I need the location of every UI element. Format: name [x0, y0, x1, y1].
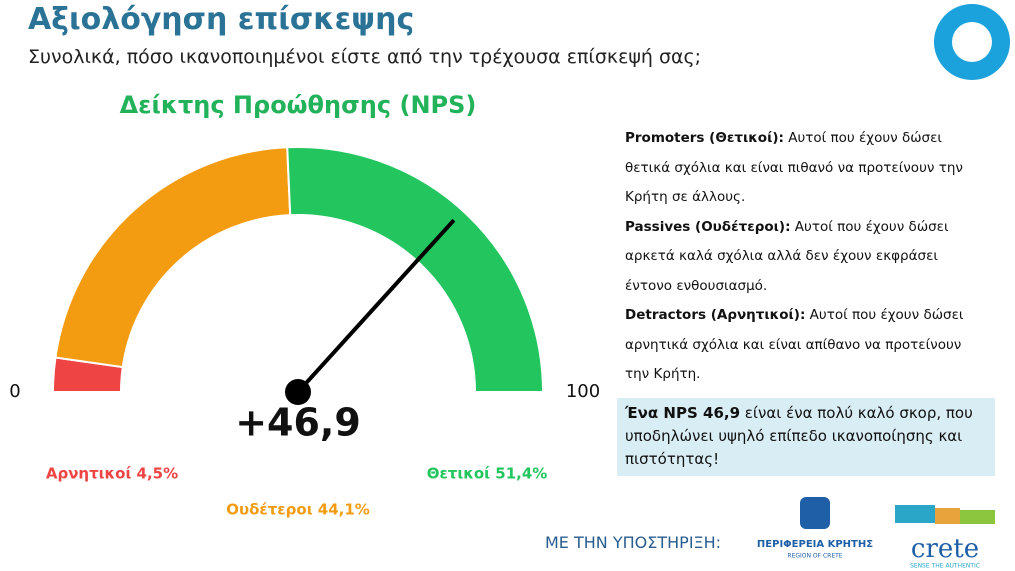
chart: Δείκτης Προώθησης (NPS) Αρνητικοί 4,5% Ου… [9, 91, 600, 519]
definition-text: Αυτοί που έχουν δώσει θετικά σχόλια και … [625, 130, 963, 205]
definition-term: Promoters (Θετικοί): [625, 130, 784, 146]
support-label: ΜΕ ΤΗΝ ΥΠΟΣΤΗΡΙΞΗ: [545, 533, 722, 552]
region-emblem [800, 497, 830, 529]
value-label: Θετικοί 51,4% [427, 465, 548, 483]
definition-text: Αυτοί που έχουν δώσει αρνητικά σχόλια κα… [625, 307, 964, 382]
definitions: Promoters (Θετικοί): Αυτοί που έχουν δώσ… [625, 124, 975, 390]
logo-circle [934, 4, 1010, 80]
gauge-segment [286, 146, 545, 393]
logo-tree [952, 22, 992, 62]
callout: Ένα NPS 46,9 είναι ένα πολύ καλό σκορ, π… [617, 398, 995, 476]
region-logo-sub: REGION OF CRETE [787, 553, 842, 560]
definition: Detractors (Αρνητικοί): Αυτοί που έχουν … [625, 301, 975, 390]
chart-title: Δείκτης Προώθησης (NPS) [120, 91, 477, 119]
crete-logo-text: crete [911, 534, 979, 564]
slide-title: Αξιολόγηση επίσκεψης [28, 2, 415, 37]
gauge-segment [54, 146, 292, 369]
crete-shape [960, 510, 995, 524]
gauge-tick-label: 0 [9, 381, 20, 402]
gauge-tick-label: 100 [566, 381, 600, 402]
callout-bold: Ένα NPS 46,9 [625, 404, 741, 422]
needle-hub [285, 379, 311, 405]
crete-shape [895, 505, 935, 523]
slide-subtitle: Συνολικά, πόσο ικανοποιημένοι είστε από … [28, 46, 702, 68]
nps-value: +46,9 [235, 401, 361, 445]
value-label: Αρνητικοί 4,5% [46, 465, 178, 483]
crete-logo-sub: SENSE THE AUTHENTIC [910, 563, 980, 570]
value-label: Ουδέτεροι 44,1% [226, 501, 370, 519]
definition-term: Detractors (Αρνητικοί): [625, 307, 806, 323]
callout-text: είναι ένα πολύ καλό σκορ, που υποδηλώνει… [625, 404, 973, 468]
definition: Promoters (Θετικοί): Αυτοί που έχουν δώσ… [625, 124, 975, 213]
definition-text: Αυτοί που έχουν δώσει αρκετά καλά σχόλια… [625, 218, 949, 294]
definition: Passives (Ουδέτεροι): Αυτοί που έχουν δώ… [625, 213, 975, 302]
definition-term: Passives (Ουδέτεροι): [625, 218, 791, 235]
crete-shape [935, 508, 960, 524]
region-logo-text: ΠΕΡΙΦΕΡΕΙΑ ΚΡΗΤΗΣ [757, 539, 873, 550]
needle [296, 218, 456, 394]
